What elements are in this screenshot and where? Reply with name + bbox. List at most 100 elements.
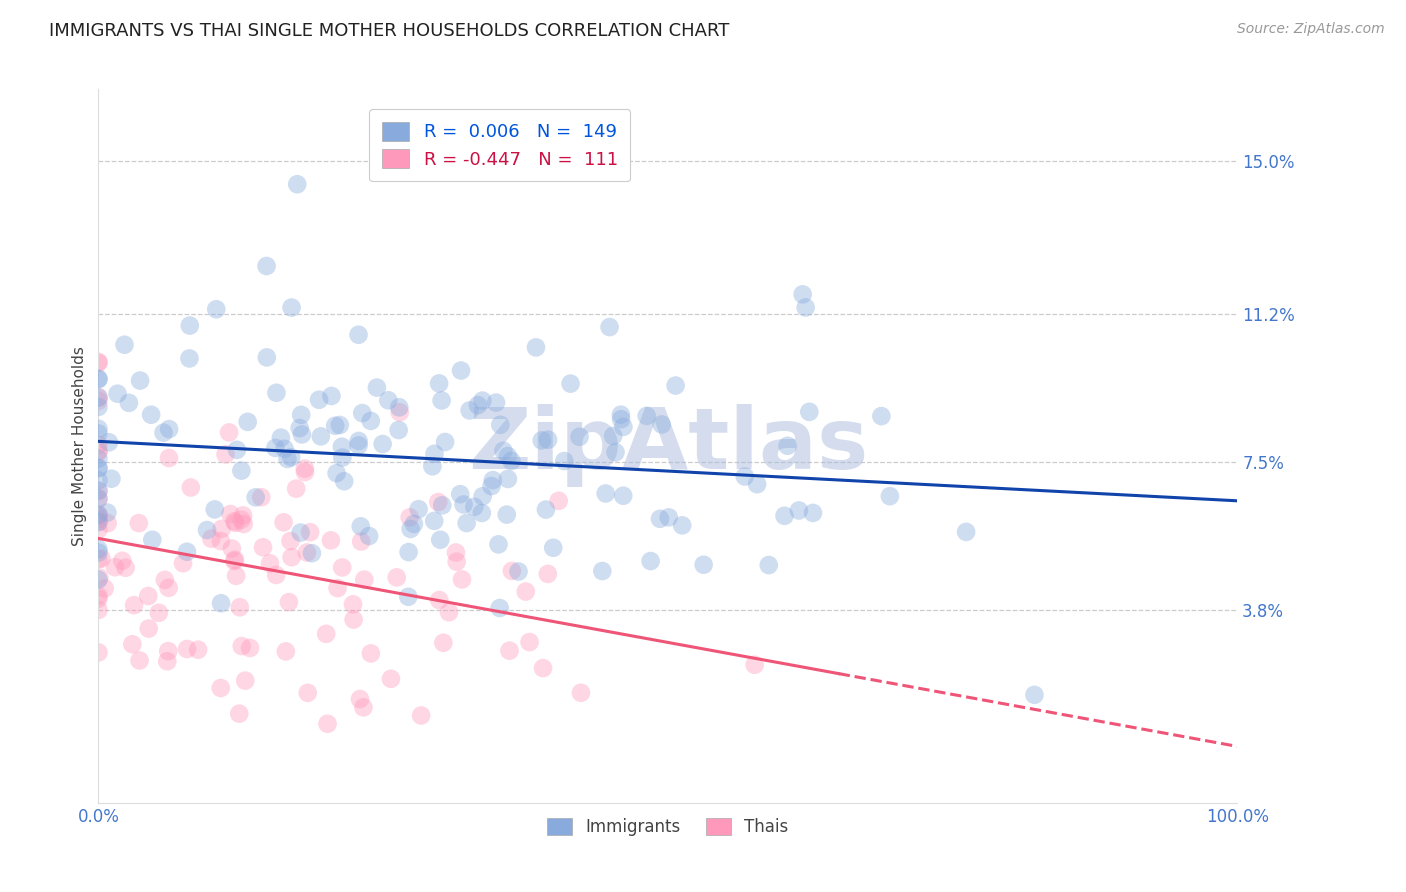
Point bbox=[136, 589, 159, 603]
Point bbox=[450, 363, 472, 377]
Point bbox=[537, 433, 560, 447]
Point bbox=[471, 506, 494, 520]
Point bbox=[87, 552, 110, 566]
Point bbox=[87, 483, 110, 498]
Point bbox=[232, 508, 254, 523]
Point bbox=[195, 523, 218, 537]
Point bbox=[745, 477, 768, 491]
Point bbox=[252, 541, 274, 555]
Point bbox=[325, 466, 347, 480]
Point bbox=[224, 552, 246, 566]
Point bbox=[870, 409, 893, 423]
Point bbox=[228, 706, 250, 721]
Point bbox=[537, 566, 560, 581]
Point bbox=[295, 545, 318, 559]
Point bbox=[350, 534, 373, 549]
Point bbox=[398, 545, 420, 559]
Point bbox=[485, 395, 508, 409]
Point bbox=[87, 645, 110, 659]
Point bbox=[330, 560, 353, 574]
Point bbox=[87, 444, 110, 458]
Point bbox=[605, 445, 627, 459]
Point bbox=[610, 412, 633, 426]
Point bbox=[602, 429, 624, 443]
Point bbox=[471, 489, 494, 503]
Point bbox=[297, 686, 319, 700]
Point bbox=[560, 376, 582, 391]
Point bbox=[342, 598, 364, 612]
Point bbox=[236, 415, 259, 429]
Point bbox=[87, 400, 110, 414]
Point bbox=[333, 475, 356, 489]
Point bbox=[444, 545, 467, 559]
Point bbox=[432, 636, 454, 650]
Point bbox=[138, 622, 160, 636]
Point bbox=[209, 596, 232, 610]
Point bbox=[531, 661, 554, 675]
Point bbox=[290, 408, 312, 422]
Point bbox=[568, 430, 591, 444]
Point bbox=[308, 392, 330, 407]
Point bbox=[157, 422, 180, 436]
Point bbox=[229, 600, 252, 615]
Point bbox=[156, 654, 179, 668]
Point bbox=[496, 449, 519, 463]
Point bbox=[200, 532, 222, 546]
Point bbox=[488, 601, 510, 615]
Point bbox=[508, 565, 530, 579]
Text: Source: ZipAtlas.com: Source: ZipAtlas.com bbox=[1237, 22, 1385, 37]
Legend: Immigrants, Thais: Immigrants, Thais bbox=[538, 810, 797, 845]
Point bbox=[224, 516, 246, 530]
Point bbox=[87, 484, 110, 499]
Point bbox=[316, 716, 339, 731]
Point bbox=[288, 421, 311, 435]
Point bbox=[446, 555, 468, 569]
Point bbox=[323, 418, 346, 433]
Point bbox=[152, 425, 174, 440]
Point bbox=[87, 426, 110, 441]
Point bbox=[429, 533, 451, 547]
Point bbox=[547, 493, 569, 508]
Point bbox=[321, 389, 343, 403]
Point bbox=[458, 403, 481, 417]
Point bbox=[519, 635, 541, 649]
Point bbox=[385, 570, 408, 584]
Point bbox=[451, 573, 474, 587]
Point bbox=[427, 495, 450, 509]
Point bbox=[214, 447, 236, 461]
Point bbox=[501, 454, 523, 468]
Point bbox=[100, 472, 122, 486]
Point bbox=[148, 606, 170, 620]
Point bbox=[221, 541, 243, 556]
Point bbox=[501, 564, 523, 578]
Point bbox=[87, 589, 110, 603]
Point bbox=[209, 534, 232, 549]
Point bbox=[276, 452, 298, 467]
Point bbox=[434, 435, 457, 450]
Text: IMMIGRANTS VS THAI SINGLE MOTHER HOUSEHOLDS CORRELATION CHART: IMMIGRANTS VS THAI SINGLE MOTHER HOUSEHO… bbox=[49, 22, 730, 40]
Point bbox=[218, 425, 240, 440]
Point bbox=[692, 558, 714, 572]
Point bbox=[353, 573, 375, 587]
Point bbox=[591, 564, 613, 578]
Point bbox=[329, 417, 352, 432]
Point bbox=[398, 510, 420, 524]
Point bbox=[139, 408, 162, 422]
Point bbox=[332, 450, 354, 465]
Point bbox=[176, 545, 198, 559]
Point bbox=[347, 434, 370, 448]
Point bbox=[87, 438, 110, 452]
Point bbox=[87, 515, 110, 529]
Point bbox=[179, 351, 201, 366]
Point bbox=[744, 657, 766, 672]
Point bbox=[349, 692, 371, 706]
Point bbox=[665, 378, 688, 392]
Point bbox=[1024, 688, 1046, 702]
Point bbox=[360, 414, 382, 428]
Point bbox=[515, 584, 537, 599]
Point bbox=[352, 700, 374, 714]
Point bbox=[89, 570, 111, 584]
Point bbox=[256, 351, 278, 365]
Point bbox=[157, 644, 180, 658]
Point bbox=[430, 393, 453, 408]
